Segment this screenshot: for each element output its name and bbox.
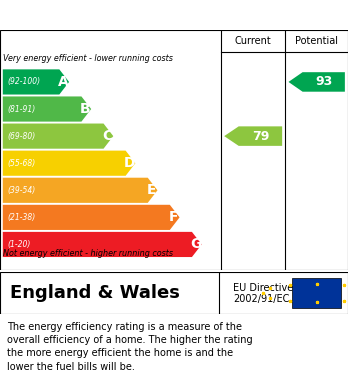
Text: D: D [124, 156, 135, 170]
Text: The energy efficiency rating is a measure of the
overall efficiency of a home. T: The energy efficiency rating is a measur… [7, 322, 253, 371]
Text: 2002/91/EC: 2002/91/EC [233, 294, 290, 304]
Text: B: B [80, 102, 90, 116]
Polygon shape [224, 126, 282, 146]
Polygon shape [3, 124, 113, 149]
Text: Potential: Potential [295, 36, 338, 46]
Text: (69-80): (69-80) [7, 132, 35, 141]
Text: 93: 93 [315, 75, 332, 88]
Text: (39-54): (39-54) [7, 186, 35, 195]
Text: England & Wales: England & Wales [10, 284, 180, 302]
Text: Very energy efficient - lower running costs: Very energy efficient - lower running co… [3, 54, 173, 63]
Text: A: A [58, 75, 69, 89]
Text: Not energy efficient - higher running costs: Not energy efficient - higher running co… [3, 249, 174, 258]
Polygon shape [3, 69, 69, 95]
Text: C: C [102, 129, 112, 143]
Polygon shape [3, 232, 202, 257]
Text: F: F [169, 210, 179, 224]
Polygon shape [288, 72, 345, 92]
Text: (81-91): (81-91) [7, 104, 35, 113]
Text: E: E [147, 183, 156, 197]
Text: Energy Efficiency Rating: Energy Efficiency Rating [69, 5, 279, 20]
Text: EU Directive: EU Directive [233, 283, 293, 293]
Polygon shape [3, 151, 135, 176]
Bar [292, 278, 341, 308]
Polygon shape [3, 205, 180, 230]
Text: (92-100): (92-100) [7, 77, 40, 86]
Text: 79: 79 [252, 129, 269, 143]
Text: (55-68): (55-68) [7, 159, 35, 168]
Text: Current: Current [235, 36, 271, 46]
Text: (1-20): (1-20) [7, 240, 30, 249]
Polygon shape [3, 97, 91, 122]
Text: (21-38): (21-38) [7, 213, 35, 222]
Polygon shape [3, 178, 157, 203]
Text: G: G [190, 237, 201, 251]
